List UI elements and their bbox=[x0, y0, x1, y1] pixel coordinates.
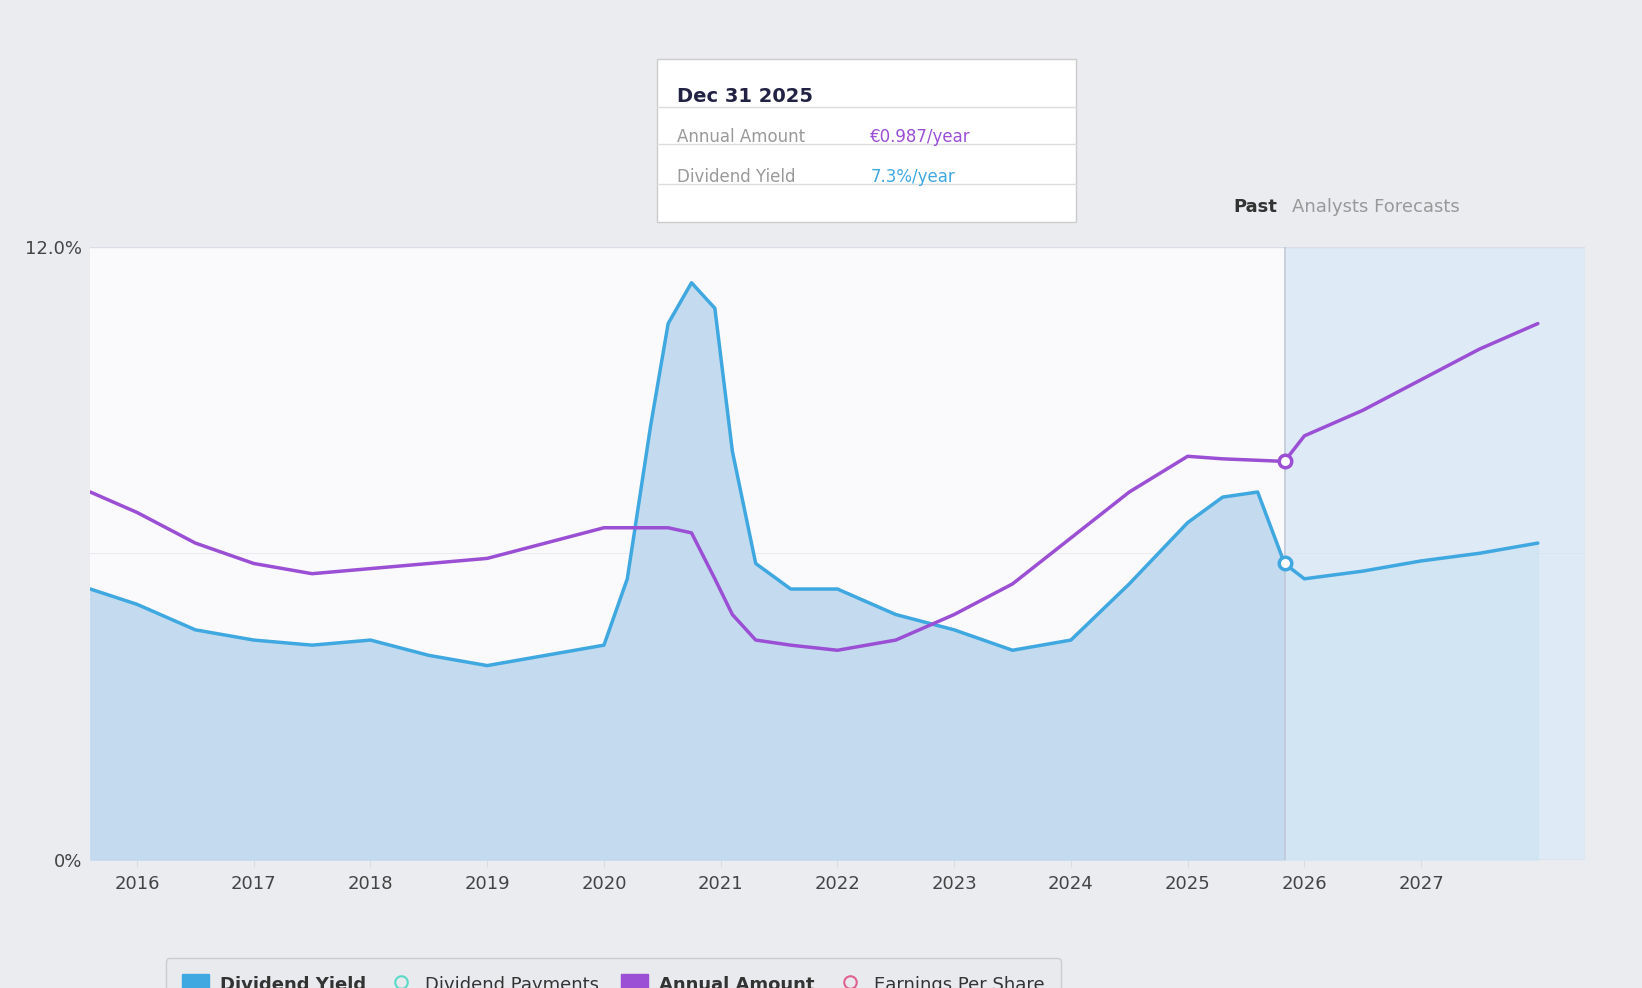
Text: Annual Amount: Annual Amount bbox=[677, 128, 805, 146]
Bar bbox=[1284, 247, 1585, 860]
Text: €0.987/year: €0.987/year bbox=[870, 128, 970, 146]
Text: Dividend Yield: Dividend Yield bbox=[677, 168, 795, 186]
Text: Analysts Forecasts: Analysts Forecasts bbox=[1292, 199, 1460, 216]
Legend: Dividend Yield, Dividend Payments, Annual Amount, Earnings Per Share: Dividend Yield, Dividend Payments, Annua… bbox=[166, 958, 1061, 988]
Text: Dec 31 2025: Dec 31 2025 bbox=[677, 87, 813, 106]
Bar bbox=[90, 247, 1284, 860]
Text: 7.3%/year: 7.3%/year bbox=[870, 168, 956, 186]
Text: Past: Past bbox=[1233, 199, 1277, 216]
